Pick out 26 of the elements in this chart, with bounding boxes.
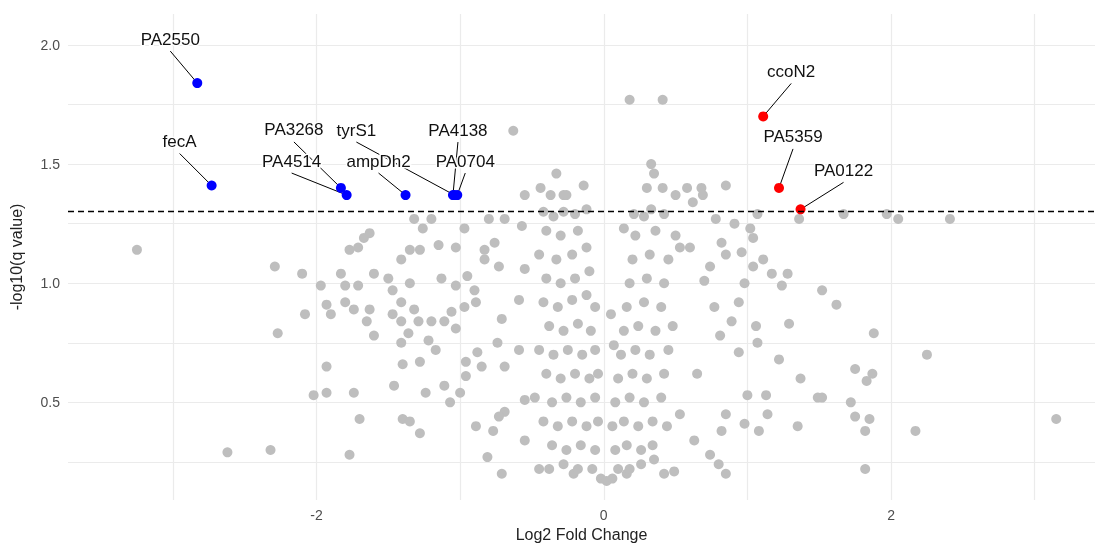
x-tick-label: 0 [599,507,608,523]
x-tick-label: 2 [887,507,896,523]
point [335,182,346,193]
annotation: ccoN2 [767,61,816,81]
point [341,190,352,201]
y-tick-label: 1.0 [40,275,61,292]
y-tick-label: 0.5 [40,394,61,411]
point [758,111,769,122]
point [400,190,411,201]
annotation: PA0704 [435,151,495,171]
point [192,78,203,89]
y-tick-label: 1.5 [40,156,61,173]
point [774,182,784,193]
annotation: PA5359 [763,127,823,147]
x-tick-label: -2 [310,507,323,523]
point [795,204,806,215]
x-axis-title: Log2 Fold Change [515,526,648,544]
y-axis-title: -log10(q value) [7,203,25,311]
annotation: PA3268 [264,120,324,140]
annotation: PA2550 [140,29,200,49]
point [206,180,217,191]
y-tick-label: 2.0 [40,36,61,53]
annotation: fecA [162,132,198,152]
annotation: tyrS1 [336,120,377,140]
annotation: PA0122 [813,160,874,180]
annotation: PA4138 [428,120,488,140]
